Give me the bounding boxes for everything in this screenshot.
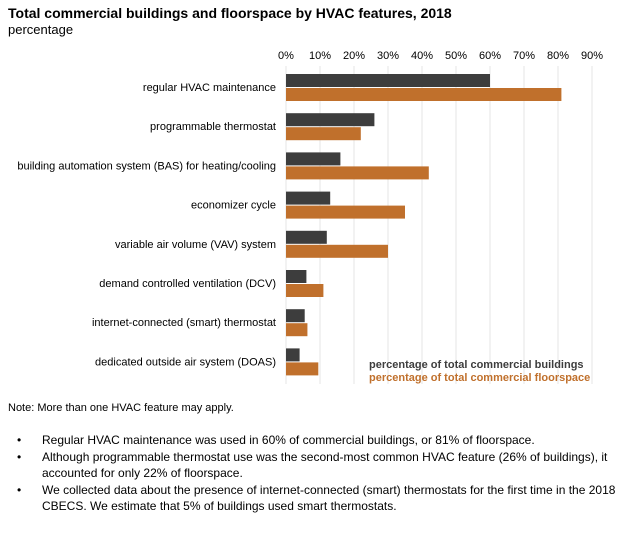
x-tick-label: 0% [278, 50, 294, 62]
x-tick-label: 10% [309, 50, 331, 62]
bar [286, 152, 341, 166]
bar [286, 230, 327, 244]
category-label: internet-connected (smart) thermostat [92, 317, 276, 329]
bar [286, 270, 307, 283]
bar [286, 191, 331, 205]
category-label: programmable thermostat [150, 121, 276, 133]
category-label: variable air volume (VAV) system [115, 239, 276, 251]
legend-entry: percentage of total commercial buildings [369, 359, 584, 371]
bullet-item: We collected data about the presence of … [17, 482, 617, 514]
bar [286, 205, 405, 219]
x-tick-label: 50% [445, 50, 467, 62]
legend-entry: percentage of total commercial floorspac… [369, 372, 590, 384]
category-label: regular HVAC maintenance [143, 82, 276, 94]
category-label: economizer cycle [191, 200, 276, 212]
summary-bullets: Regular HVAC maintenance was used in 60%… [17, 432, 617, 515]
category-label: demand controlled ventilation (DCV) [99, 278, 276, 290]
bar [286, 323, 308, 337]
bullet-item: Regular HVAC maintenance was used in 60%… [17, 432, 617, 448]
bar [286, 244, 388, 258]
bar [286, 74, 490, 87]
bar [286, 362, 319, 376]
bar [286, 284, 324, 297]
bar [286, 127, 361, 141]
x-tick-label: 30% [377, 50, 399, 62]
chart-note: Note: More than one HVAC feature may app… [8, 402, 234, 414]
bar [286, 88, 562, 101]
x-tick-label: 80% [547, 50, 569, 62]
x-tick-label: 40% [411, 50, 433, 62]
x-tick-label: 20% [343, 50, 365, 62]
category-label: building automation system (BAS) for hea… [17, 160, 276, 172]
bar [286, 166, 429, 180]
x-tick-label: 90% [581, 50, 603, 62]
x-tick-label: 60% [479, 50, 501, 62]
bullet-item: Although programmable thermostat use was… [17, 449, 617, 481]
hvac-bar-chart: 0% 10% 20% 30% 40% 50% 60% 70% 80% 90% regular HVA… [17, 50, 603, 384]
bar [286, 113, 375, 127]
category-label: dedicated outside air system (DOAS) [95, 356, 276, 368]
chart-title: Total commercial buildings and floorspac… [8, 5, 452, 21]
bar [286, 348, 300, 362]
chart-subtitle: percentage [8, 22, 74, 37]
bar [286, 309, 305, 323]
x-tick-label: 70% [513, 50, 535, 62]
